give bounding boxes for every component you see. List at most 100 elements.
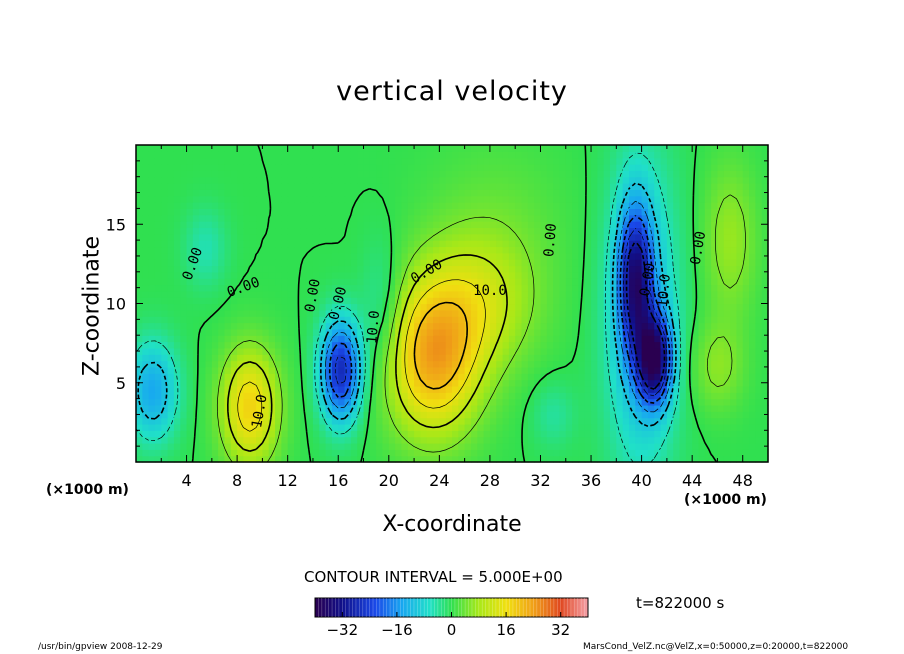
field-cell — [376, 259, 384, 267]
field-cell — [363, 379, 371, 387]
field-cell — [546, 316, 554, 324]
field-cell — [704, 151, 712, 159]
field-cell — [224, 271, 232, 279]
field-cell — [224, 455, 232, 463]
field-cell — [534, 398, 542, 406]
field-cell — [452, 449, 459, 457]
field-cell — [445, 423, 453, 431]
field-cell — [761, 392, 769, 400]
field-cell — [452, 240, 459, 248]
field-cell — [698, 347, 706, 355]
field-cell — [331, 183, 339, 190]
field-cell — [256, 417, 263, 425]
field-cell — [344, 328, 352, 336]
field-cell — [218, 385, 226, 393]
field-cell — [458, 335, 466, 343]
field-cell — [597, 259, 605, 267]
field-cell — [572, 252, 579, 260]
field-cell — [237, 347, 245, 355]
field-cell — [616, 265, 624, 273]
field-cell — [161, 271, 169, 279]
field-cell — [173, 316, 181, 324]
field-cell — [717, 303, 725, 311]
field-cell — [508, 392, 516, 400]
field-cell — [369, 176, 377, 184]
field-cell — [540, 417, 548, 425]
field-cell — [243, 366, 251, 374]
field-cell — [363, 151, 371, 159]
field-cell — [382, 417, 390, 425]
field-cell — [199, 347, 207, 355]
field-cell — [287, 297, 295, 305]
field-cell — [224, 341, 232, 349]
field-cell — [237, 436, 245, 444]
field-cell — [527, 398, 535, 406]
field-cell — [464, 195, 472, 203]
field-cell — [483, 442, 491, 450]
field-cell — [376, 189, 384, 197]
field-cell — [622, 240, 630, 248]
field-cell — [376, 436, 384, 444]
field-cell — [515, 164, 523, 171]
field-cell — [401, 322, 409, 330]
field-cell — [433, 221, 440, 229]
field-cell — [647, 360, 655, 368]
field-cell — [180, 303, 188, 311]
field-cell — [243, 392, 251, 400]
field-cell — [679, 392, 687, 400]
field-cell — [654, 145, 662, 152]
field-cell — [591, 240, 598, 248]
field-cell — [281, 423, 289, 431]
field-cell — [211, 404, 219, 412]
field-cell — [578, 221, 586, 229]
field-cell — [641, 145, 649, 152]
field-cell — [426, 360, 434, 368]
field-cell — [515, 316, 523, 324]
field-cell — [666, 411, 674, 419]
field-cell — [477, 164, 485, 171]
field-cell — [218, 252, 226, 260]
field-cell — [553, 176, 561, 184]
field-cell — [483, 316, 491, 324]
field-cell — [698, 214, 706, 222]
field-cell — [654, 265, 662, 273]
field-cell — [331, 398, 339, 406]
field-cell — [230, 221, 238, 229]
field-cell — [692, 259, 700, 267]
field-cell — [685, 309, 693, 317]
field-cell — [464, 151, 472, 159]
field-cell — [578, 189, 586, 197]
field-cell — [211, 379, 219, 387]
field-cell — [761, 430, 769, 438]
field-cell — [736, 354, 744, 362]
field-cell — [388, 423, 396, 431]
field-cell — [230, 252, 238, 260]
field-cell — [420, 297, 428, 305]
field-cell — [603, 404, 611, 412]
field-cell — [698, 392, 706, 400]
field-cell — [635, 183, 643, 190]
field-cell — [749, 202, 756, 209]
field-cell — [711, 202, 719, 209]
field-cell — [331, 455, 339, 463]
field-cell — [628, 322, 636, 330]
field-cell — [515, 366, 523, 374]
field-cell — [268, 265, 276, 273]
field-cell — [559, 347, 567, 355]
field-cell — [502, 278, 510, 286]
field-cell — [673, 157, 681, 165]
field-cell — [711, 442, 719, 450]
field-cell — [243, 233, 251, 241]
field-cell — [717, 278, 725, 286]
field-cell — [319, 265, 327, 273]
field-cell — [749, 278, 756, 286]
field-cell — [685, 398, 693, 406]
field-cell — [376, 360, 384, 368]
field-cell — [647, 151, 655, 159]
field-cell — [319, 271, 327, 279]
field-cell — [376, 214, 384, 222]
field-cell — [388, 436, 396, 444]
field-cell — [445, 290, 453, 298]
field-cell — [730, 442, 737, 450]
field-cell — [666, 208, 674, 216]
